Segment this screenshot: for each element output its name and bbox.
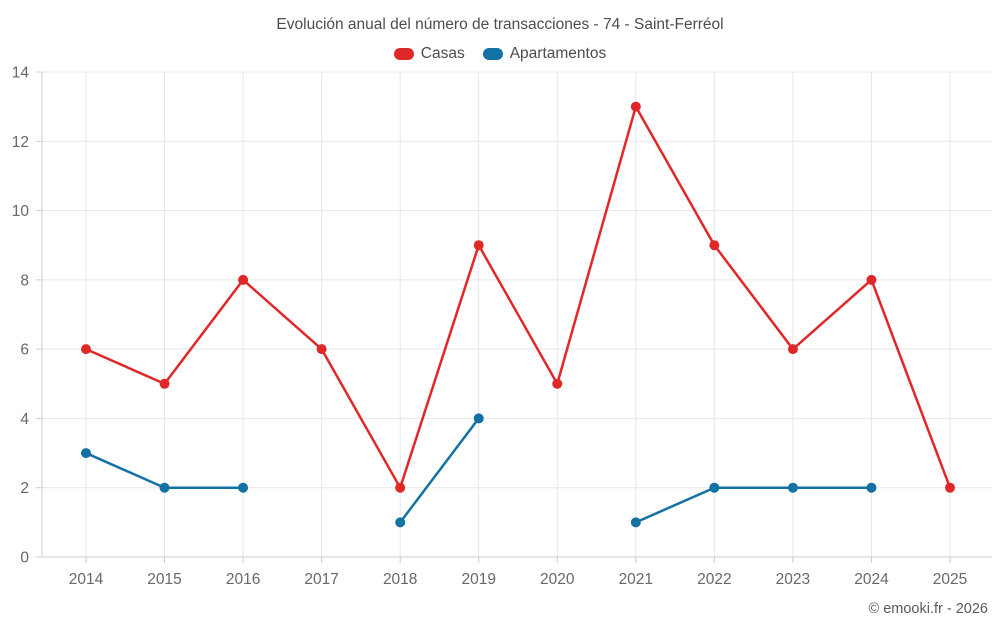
series-casas xyxy=(81,101,955,493)
svg-text:2024: 2024 xyxy=(854,571,889,588)
legend-item-casas[interactable]: Casas xyxy=(393,45,465,63)
data-point-marker xyxy=(473,413,484,424)
data-point-marker xyxy=(709,240,720,251)
chart-title: Evolución anual del número de transaccio… xyxy=(276,16,724,33)
svg-text:2016: 2016 xyxy=(226,571,260,588)
svg-text:2018: 2018 xyxy=(383,571,417,588)
legend-item-apartamentos[interactable]: Apartamentos xyxy=(482,45,607,63)
svg-text:2023: 2023 xyxy=(776,571,810,588)
data-point-marker xyxy=(787,482,798,493)
legend-swatch-casas-icon xyxy=(393,48,414,60)
svg-text:14: 14 xyxy=(12,65,30,82)
data-point-marker xyxy=(395,517,406,528)
data-point-marker xyxy=(316,344,327,355)
data-point-marker xyxy=(159,482,170,493)
data-point-marker xyxy=(81,448,91,459)
svg-text:2022: 2022 xyxy=(697,571,731,588)
data-point-marker xyxy=(238,274,249,285)
svg-text:2014: 2014 xyxy=(69,571,104,588)
data-point-marker xyxy=(81,344,91,355)
data-point-marker xyxy=(238,482,249,493)
svg-text:2: 2 xyxy=(20,480,29,497)
data-point-marker xyxy=(552,378,563,389)
series-line xyxy=(634,486,873,524)
svg-text:4: 4 xyxy=(20,411,29,428)
copyright-text: © emooki.fr - 2026 xyxy=(868,601,988,617)
data-point-marker xyxy=(866,482,877,493)
x-axis-labels: 2014 2015 2016 2017 2018 2019 2020 2021 2022 2023… xyxy=(69,571,967,588)
gridlines xyxy=(42,71,992,558)
legend-swatch-apartamentos-icon xyxy=(482,48,503,60)
svg-text:0: 0 xyxy=(20,550,29,567)
data-point-marker xyxy=(630,101,641,112)
data-point-marker xyxy=(395,482,406,493)
legend-label-apartamentos: Apartamentos xyxy=(509,45,607,62)
series-apartamentos xyxy=(81,413,877,528)
data-point-marker xyxy=(945,482,955,493)
data-point-marker xyxy=(787,344,798,355)
svg-text:6: 6 xyxy=(20,342,29,359)
legend-label-casas: Casas xyxy=(420,45,465,62)
svg-text:2019: 2019 xyxy=(461,571,495,588)
svg-text:2025: 2025 xyxy=(933,571,967,588)
data-point-marker xyxy=(159,378,170,389)
svg-text:2021: 2021 xyxy=(619,571,653,588)
svg-text:10: 10 xyxy=(12,203,30,220)
svg-text:8: 8 xyxy=(20,272,29,289)
data-point-marker xyxy=(630,517,641,528)
axes xyxy=(36,71,992,563)
data-point-marker xyxy=(473,240,484,251)
y-axis-labels: 0 2 4 6 8 10 12 14 xyxy=(12,65,30,567)
svg-text:2020: 2020 xyxy=(540,571,575,588)
svg-text:2017: 2017 xyxy=(304,571,338,588)
series-line xyxy=(84,105,952,489)
data-point-marker xyxy=(866,274,877,285)
chart-legend: Casas Apartamentos xyxy=(0,45,1000,63)
data-point-marker xyxy=(709,482,720,493)
svg-text:12: 12 xyxy=(12,134,29,151)
svg-text:2015: 2015 xyxy=(147,571,181,588)
series-line xyxy=(398,417,480,524)
